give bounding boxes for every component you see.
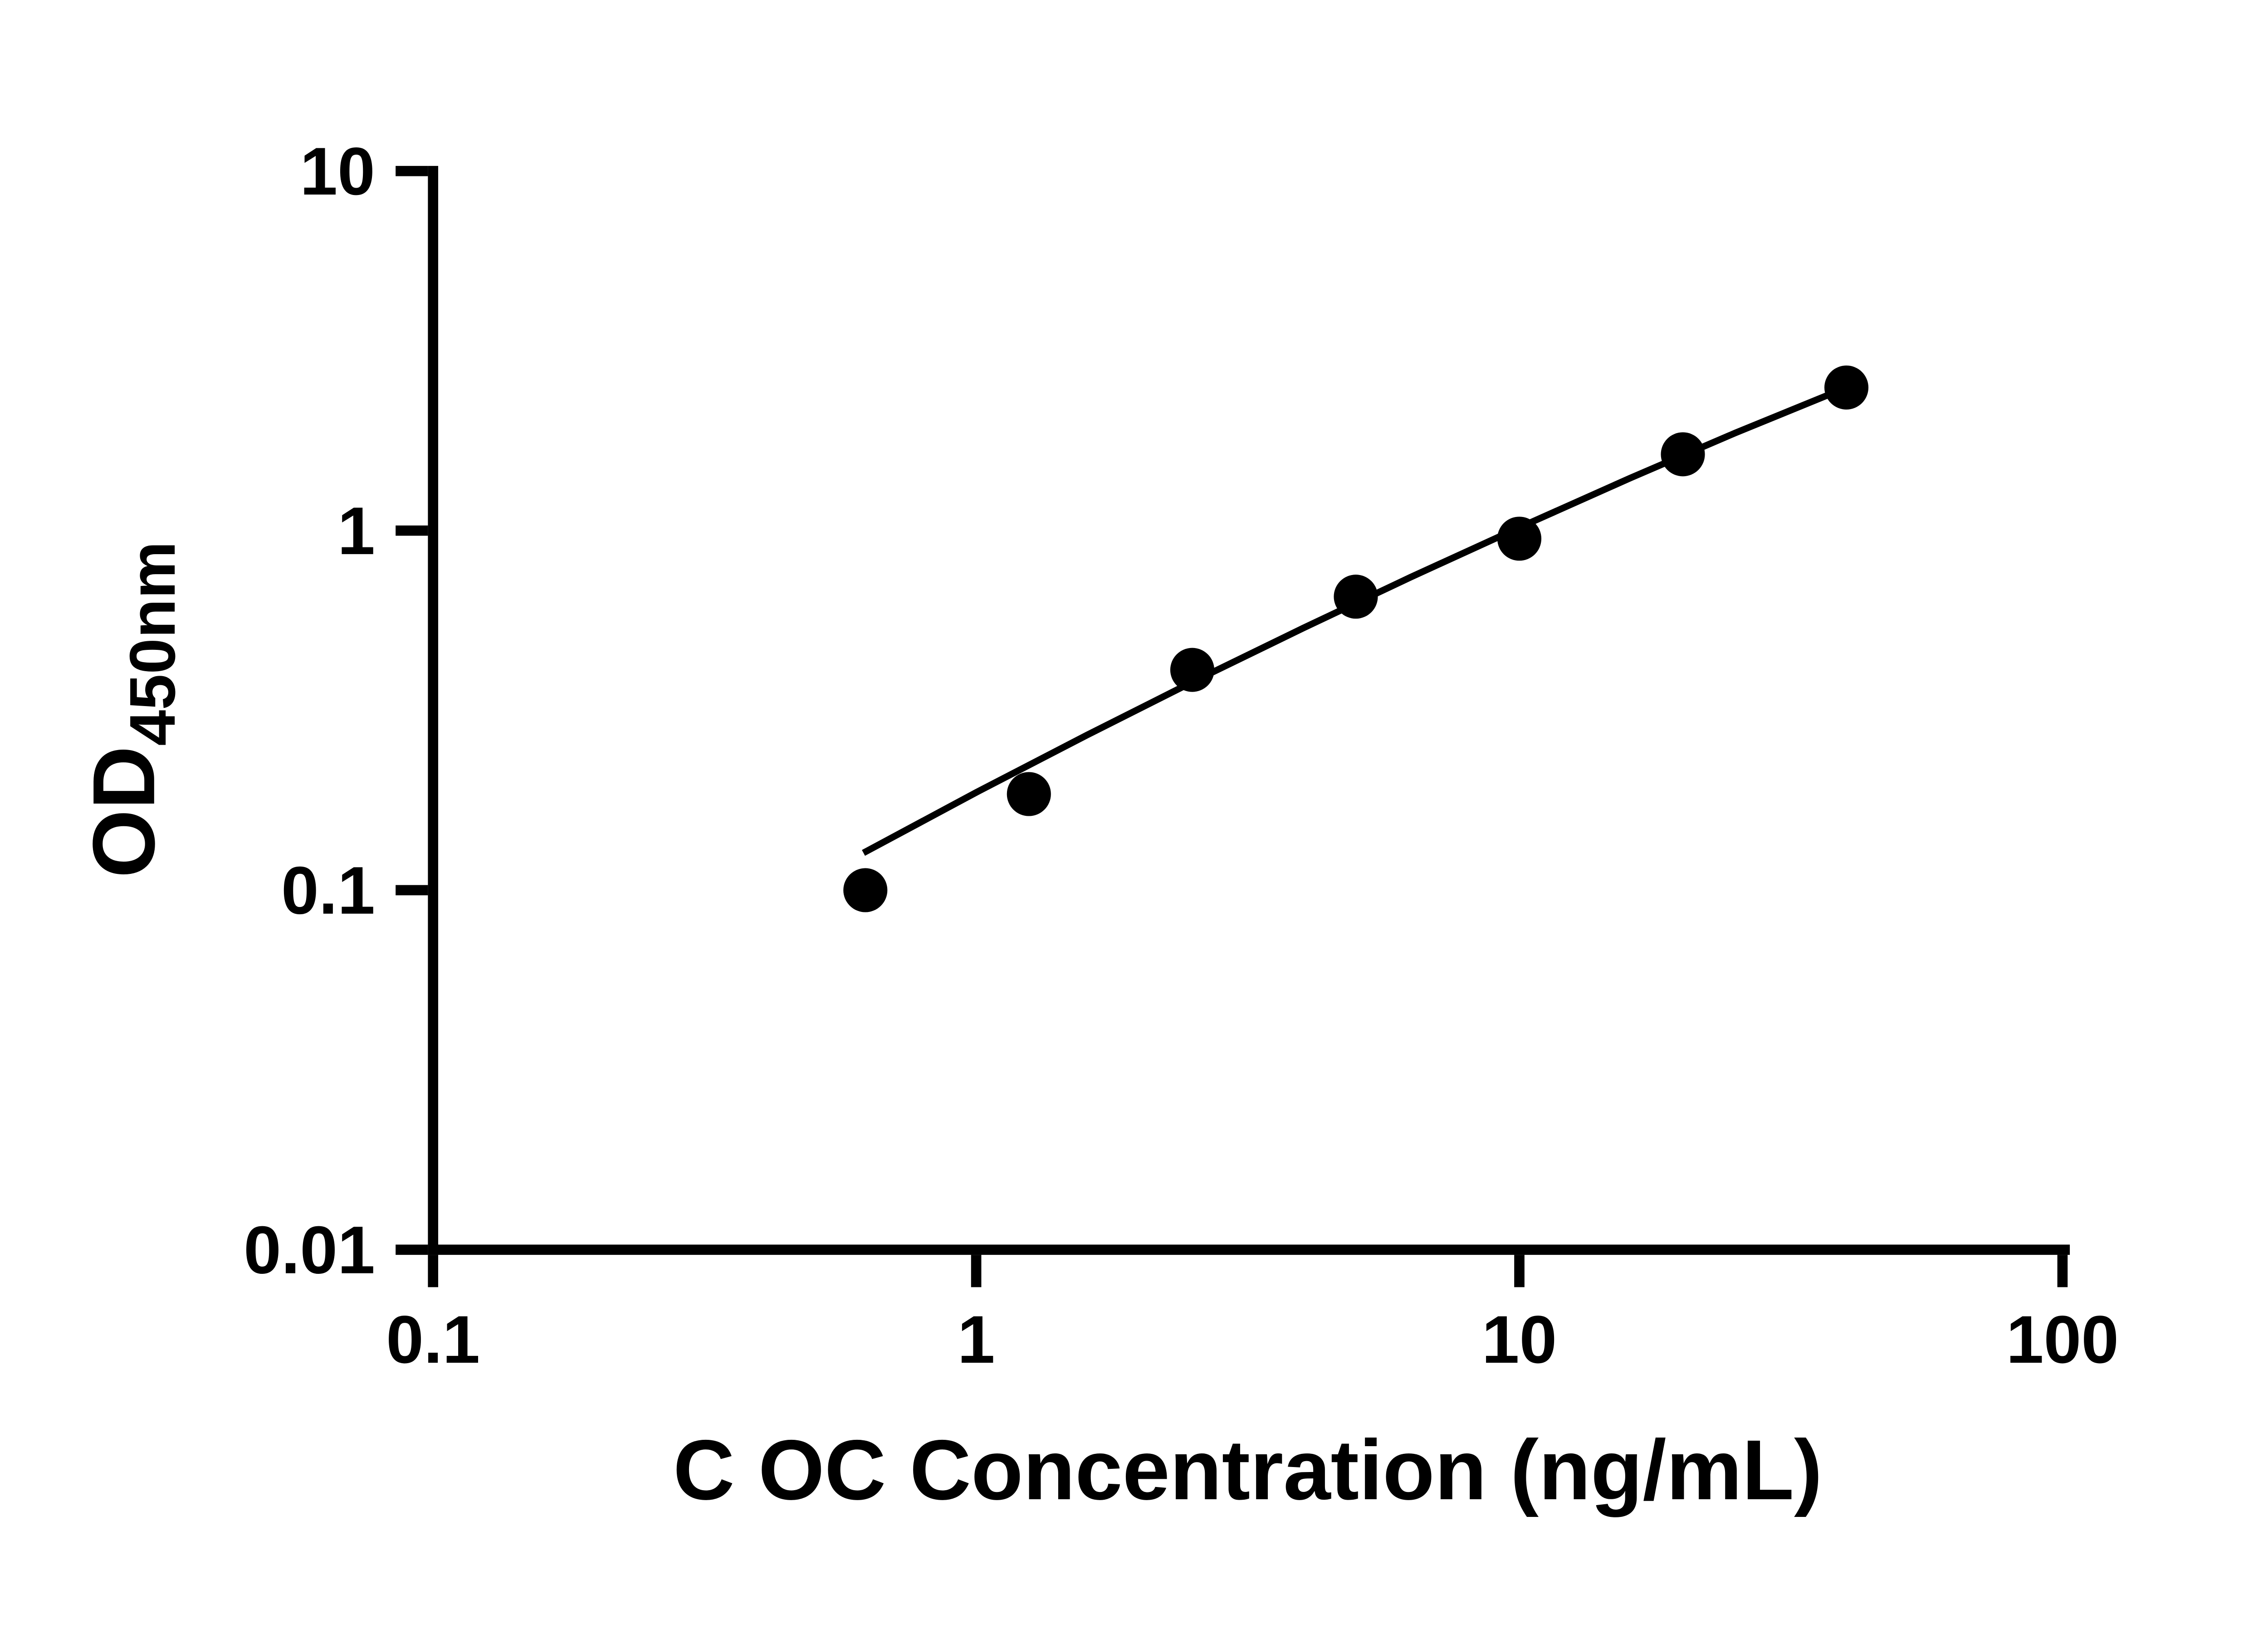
- data-point: [843, 868, 888, 912]
- data-point: [1824, 366, 1869, 410]
- x-tick-label: 100: [2006, 1302, 2119, 1377]
- data-point: [1497, 517, 1542, 561]
- y-axis-title-subscript: 450nm: [117, 541, 189, 746]
- y-tick-label: 0.01: [244, 1212, 375, 1288]
- x-axis-title: C OC Concentration (ng/mL): [673, 1422, 1823, 1517]
- x-tick-label: 0.1: [386, 1302, 480, 1377]
- y-tick-label: 0.1: [281, 853, 375, 928]
- x-tick-label: 1: [958, 1302, 995, 1377]
- y-tick-label: 10: [300, 133, 375, 209]
- data-point: [1334, 575, 1378, 619]
- x-tick-label: 10: [1482, 1302, 1557, 1377]
- y-tick-label: 1: [337, 493, 375, 569]
- y-axis-title: OD450nm: [75, 541, 189, 878]
- data-point: [1007, 772, 1051, 816]
- data-point: [1661, 432, 1705, 477]
- data-point: [1170, 648, 1215, 692]
- y-axis-title-main: OD: [75, 746, 173, 878]
